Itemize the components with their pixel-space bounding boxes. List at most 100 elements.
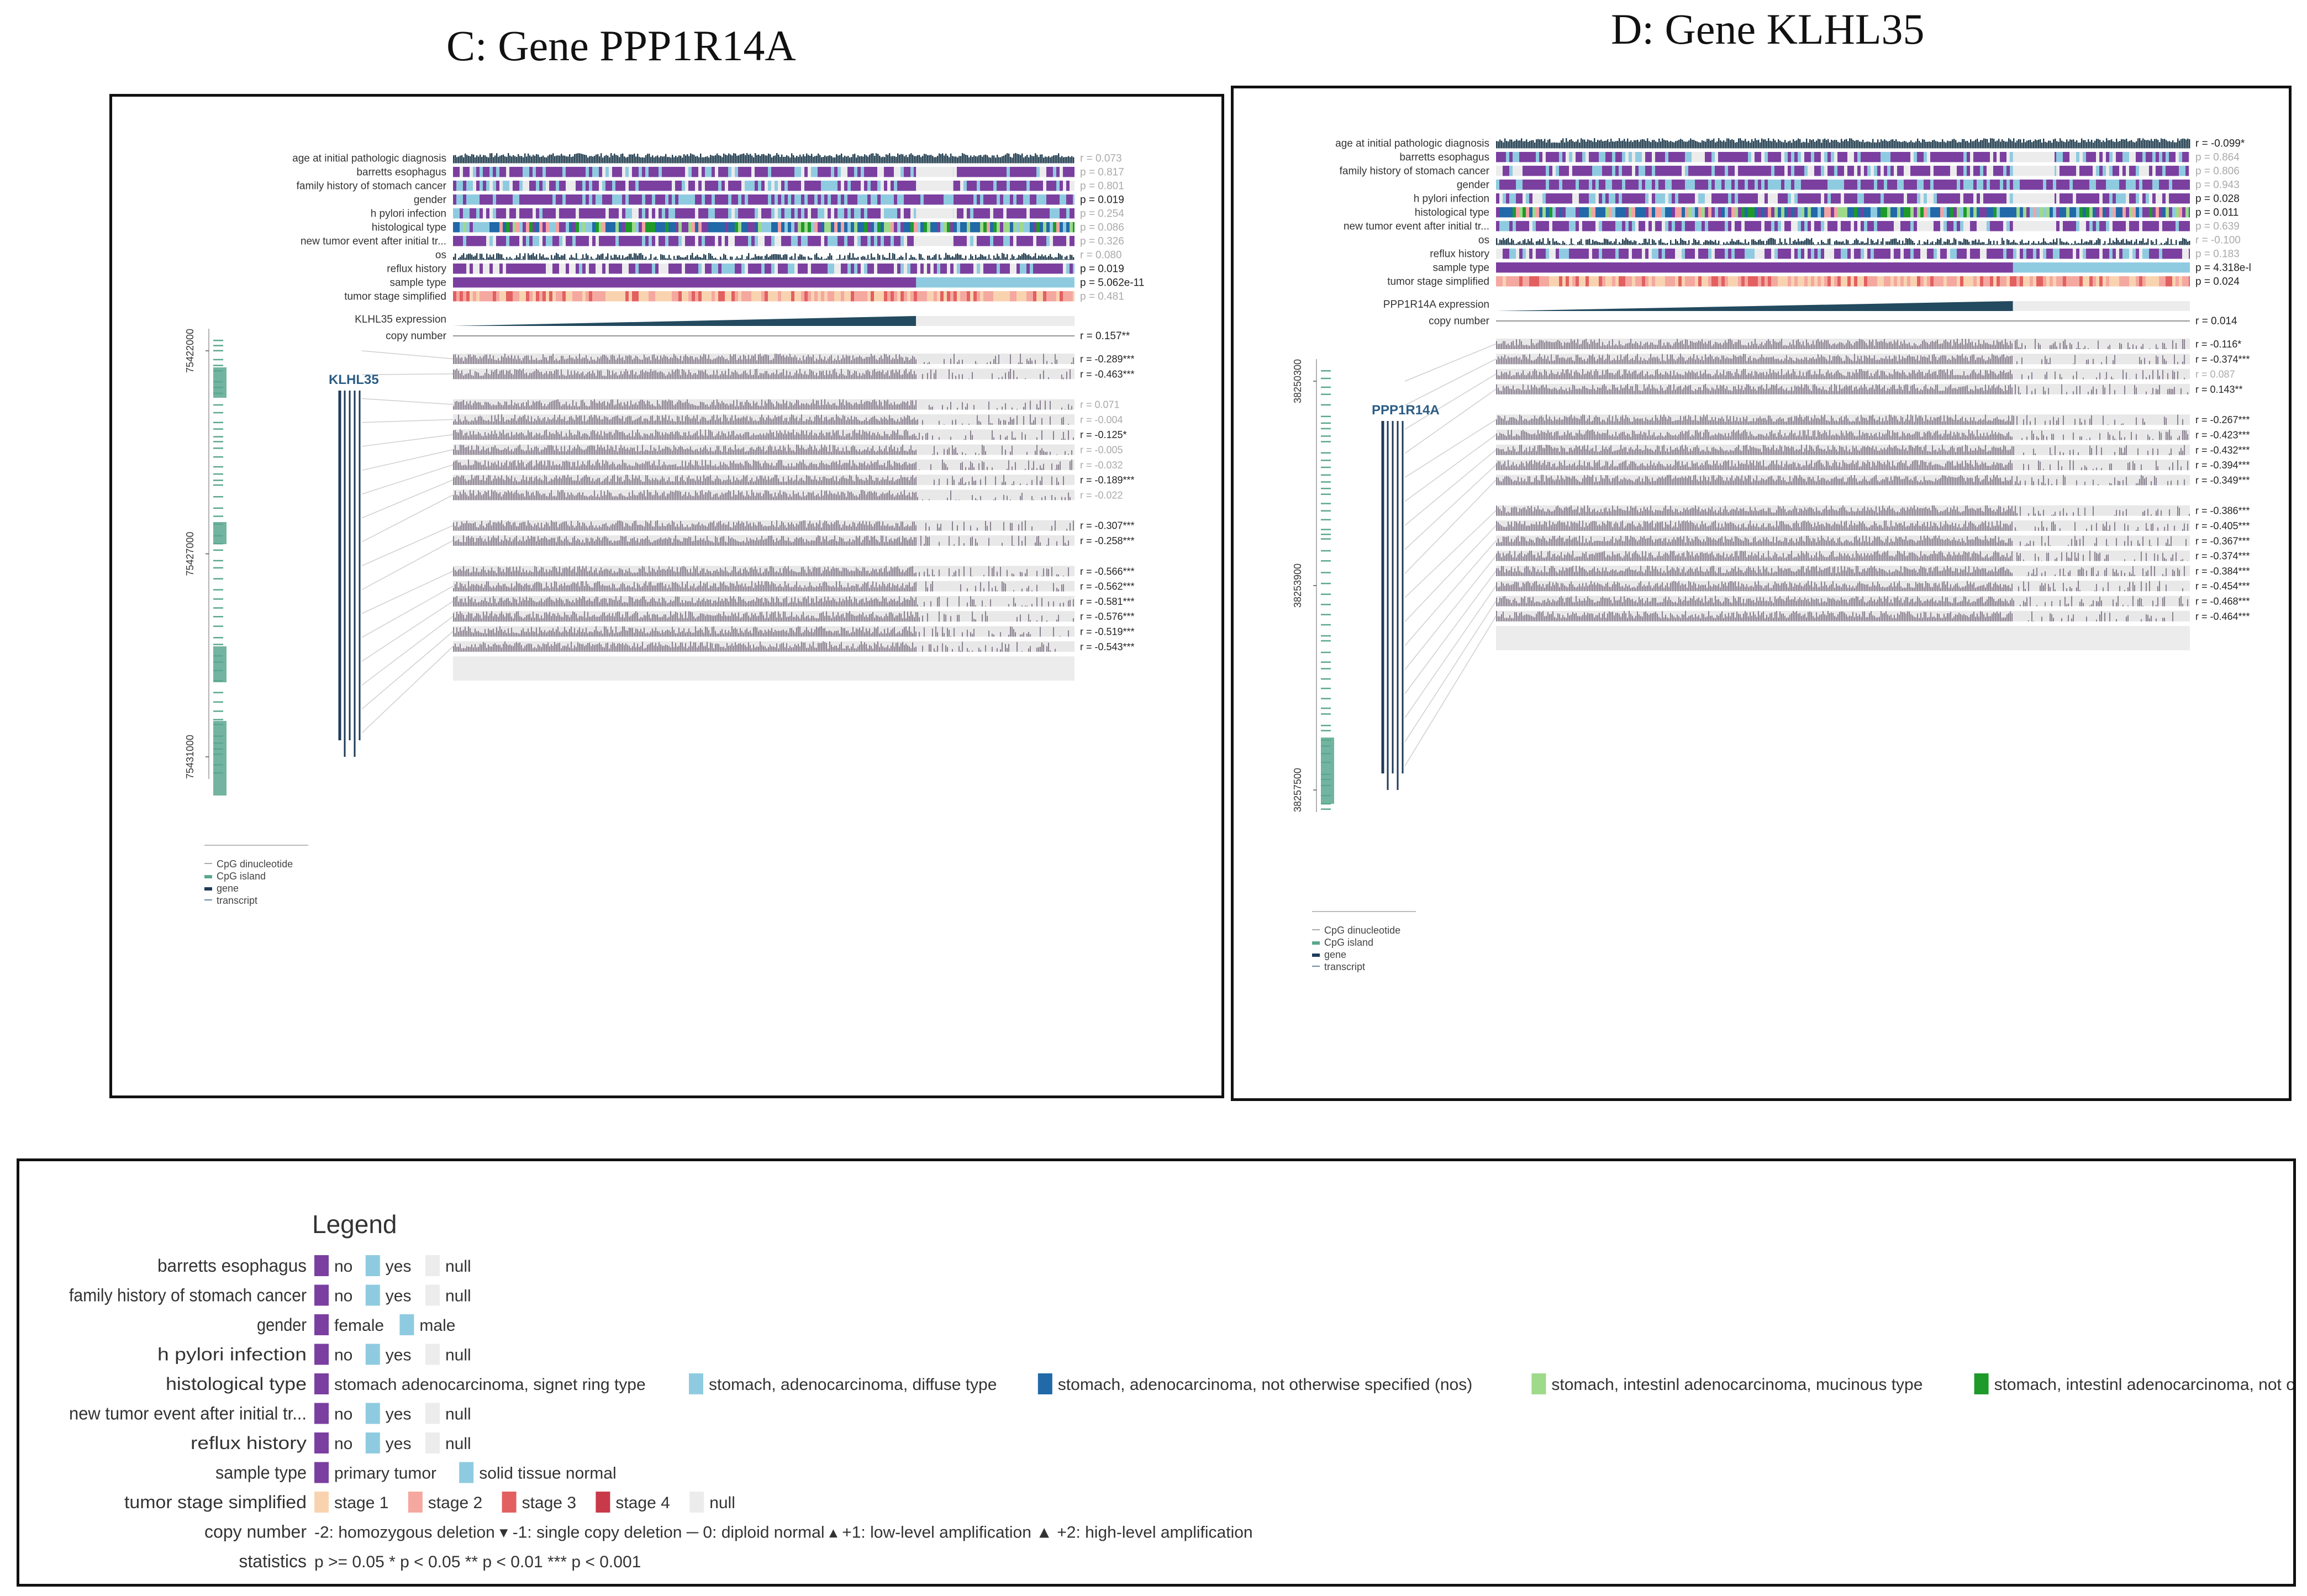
legend-swatch xyxy=(596,1492,610,1513)
methylation-stat: r = -0.463*** xyxy=(1080,368,1135,380)
legend-item-label: stomach, adenocarcinoma, diffuse type xyxy=(709,1376,997,1394)
copy-number-label: copy number xyxy=(386,330,447,342)
legend-swatch xyxy=(459,1462,474,1483)
methylation-stat: r = -0.386*** xyxy=(2195,505,2250,517)
legend-item-label: stomach adenocarcinoma, signet ring type xyxy=(334,1376,646,1394)
methylation-track xyxy=(1496,383,2190,394)
clinical-track xyxy=(1496,166,2190,176)
methylation-stat: r = -0.125* xyxy=(1080,429,1127,440)
methylation-track xyxy=(1496,610,2190,621)
probe-connector xyxy=(1404,359,1497,406)
clinical-track xyxy=(453,194,1075,205)
probe-connector xyxy=(361,464,454,495)
panel-c-figure: age at initial pathologic diagnosis r = 0… xyxy=(185,153,1144,907)
methylation-stat: r = -0.432*** xyxy=(2195,445,2250,456)
expression-label: PPP1R14A expression xyxy=(1383,299,1489,310)
expression-label: KLHL35 expression xyxy=(355,314,446,325)
clinical-stat: p = 0.943 xyxy=(2195,180,2240,191)
panel-c: age at initial pathologic diagnosis r = 0… xyxy=(109,94,1224,1098)
legend-swatch xyxy=(425,1284,440,1306)
legend-row-label: new tumor event after initial tr... xyxy=(69,1404,307,1424)
legend-swatch xyxy=(425,1432,440,1453)
methylation-track xyxy=(1496,565,2190,576)
methylation-stat: r = -0.384*** xyxy=(2195,566,2250,577)
methylation-stat: r = -0.454*** xyxy=(2195,581,2250,592)
probe-connector xyxy=(361,571,454,614)
probe-connector xyxy=(1404,586,1497,718)
methylation-track xyxy=(453,368,1075,380)
heatmap-group xyxy=(1496,138,2190,621)
legend-item-label: stomach, adenocarcinoma, not otherwise s… xyxy=(1058,1376,1472,1394)
legend-swatch xyxy=(1531,1373,1546,1394)
methylation-track xyxy=(453,475,1075,486)
legend-swatch xyxy=(689,1373,703,1394)
probe-connector xyxy=(361,350,454,360)
clinical-label: os xyxy=(435,250,446,261)
legend-item-label: stage 2 xyxy=(428,1494,482,1512)
methylation-track xyxy=(1496,429,2190,440)
gene-label: PPP1R14A xyxy=(1372,403,1440,418)
clinical-track xyxy=(453,181,1075,191)
clinical-label: age at initial pathologic diagnosis xyxy=(1335,138,1489,150)
legend-swatch xyxy=(204,887,212,891)
legend-item-label: null xyxy=(445,1405,471,1424)
clinical-label: tumor stage simplified xyxy=(1387,276,1489,288)
clinical-track xyxy=(1496,276,2190,287)
clinical-track xyxy=(1496,238,2190,245)
probe-connector xyxy=(361,616,454,686)
clinical-track xyxy=(453,167,1075,177)
probe-connector xyxy=(361,631,454,710)
methylation-track xyxy=(1496,444,2190,455)
clinical-track xyxy=(1496,207,2190,218)
clinical-label: family history of stomach cancer xyxy=(297,181,447,192)
legend-swatch xyxy=(365,1344,380,1365)
probe-connector xyxy=(1404,419,1497,478)
legend-swatch xyxy=(1312,954,1320,957)
legend-swatch xyxy=(314,1492,329,1513)
methylation-stat: r = -0.349*** xyxy=(2195,475,2250,486)
methylation-stat: r = -0.566*** xyxy=(1080,566,1135,577)
legend-swatch xyxy=(1312,966,1320,967)
clinical-label: reflux history xyxy=(1430,249,1489,260)
clinical-stat: p = 0.183 xyxy=(2195,249,2240,260)
legend-item-label: stage 3 xyxy=(522,1494,576,1512)
methylation-track xyxy=(1496,550,2190,561)
clinical-track xyxy=(453,252,1075,260)
methylation-track xyxy=(453,520,1075,531)
legend-swatch xyxy=(425,1403,440,1424)
methylation-track xyxy=(453,399,1075,410)
probe-connector xyxy=(361,601,454,662)
methylation-stat: r = -0.004 xyxy=(1080,414,1123,425)
legend-swatch xyxy=(314,1403,329,1424)
probe-connector xyxy=(1404,601,1497,742)
methylation-track xyxy=(1496,414,2190,425)
clinical-label: sample type xyxy=(390,277,446,289)
methylation-stat: r = -0.562*** xyxy=(1080,581,1135,592)
legend-row-label: family history of stomach cancer xyxy=(69,1286,307,1305)
legend-swatch xyxy=(365,1255,380,1276)
probe-connector xyxy=(1404,343,1497,382)
legend-item: CpG island xyxy=(217,871,266,882)
probe-connector xyxy=(1404,615,1497,766)
legend-item-label: stage 4 xyxy=(615,1494,670,1512)
clinical-stat: p = 0.254 xyxy=(1080,208,1124,220)
legend-swatch xyxy=(425,1344,440,1365)
legend-item: transcript xyxy=(1324,961,1365,972)
cpg-track xyxy=(213,340,227,796)
clinical-label: os xyxy=(1478,235,1489,246)
probe-connector xyxy=(1404,480,1497,574)
clinical-stat: p = 0.481 xyxy=(1080,291,1124,303)
methylation-footer xyxy=(1496,626,2190,651)
legend-item-label: no xyxy=(334,1405,352,1424)
clinical-track xyxy=(453,277,1075,288)
clinical-label: new tumor event after initial tr... xyxy=(301,236,446,247)
legend-item-label: stomach, intestinl adenocarcinoma, not o… xyxy=(1994,1376,2293,1394)
probe-connector xyxy=(1404,555,1497,670)
expression-normal xyxy=(2013,301,2190,311)
legend-swatch xyxy=(365,1432,380,1453)
clinical-label: barretts esophagus xyxy=(356,167,446,178)
methylation-stat: r = -0.519*** xyxy=(1080,626,1135,638)
probe-connector xyxy=(361,540,454,591)
legend-item-label: no xyxy=(334,1435,352,1453)
